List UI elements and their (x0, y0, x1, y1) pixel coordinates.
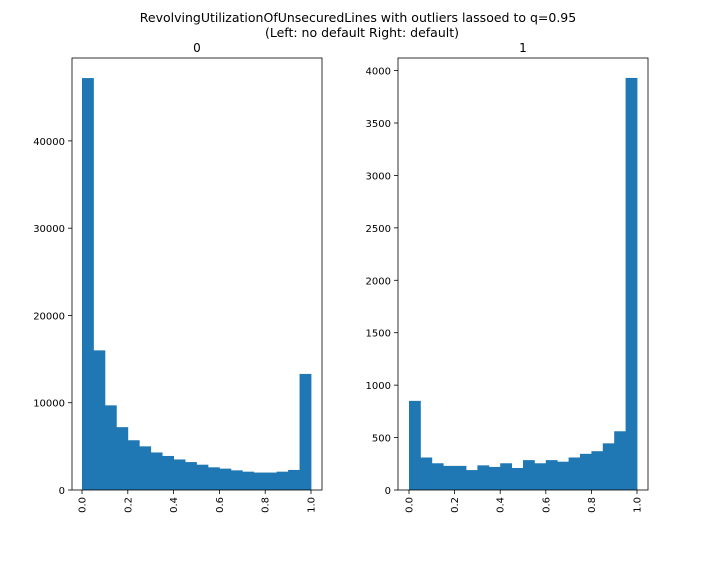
histogram-panel-no-default: 0 0 10000 20000 30000 40000 0.0 0.2 0.4 0.6 0.8 1… (33, 41, 323, 513)
x-tick-label: 0.4 (169, 497, 180, 513)
histogram-bar (602, 443, 615, 490)
bars-group (409, 77, 638, 491)
x-tick-label: 0.8 (587, 497, 598, 513)
y-tick-label: 0 (59, 486, 65, 497)
x-tick-label: 0.2 (450, 497, 461, 513)
histogram-bar (276, 471, 289, 490)
histogram-bar (534, 463, 547, 490)
histogram-bar (477, 465, 490, 490)
histogram-bar (196, 464, 209, 490)
histogram-bar (288, 469, 300, 490)
histogram-bar (173, 459, 186, 490)
x-tick-label: 1.0 (633, 497, 644, 513)
histogram-bar (545, 460, 558, 490)
x-tick-label: 0.6 (541, 497, 552, 513)
histogram-bar (265, 472, 278, 490)
histogram-bar (253, 472, 266, 490)
bars-group (82, 78, 312, 490)
y-tick-label: 1500 (366, 329, 391, 340)
histogram-bar (162, 455, 174, 490)
y-tick-label: 4000 (366, 67, 391, 78)
histogram-bar (580, 453, 592, 490)
histogram-bar (139, 446, 152, 490)
y-tick-label: 10000 (33, 399, 65, 410)
y-tick-label: 2500 (366, 224, 391, 235)
x-tick-label: 0.4 (496, 497, 507, 513)
histogram-bar (185, 462, 197, 490)
x-axis-ticks: 0.0 0.2 0.4 0.6 0.8 1.0 (78, 490, 318, 513)
histogram-bar (568, 457, 581, 490)
histogram-bar (150, 452, 163, 490)
histogram-bar (431, 463, 444, 490)
x-tick-label: 1.0 (307, 497, 318, 513)
y-tick-label: 40000 (33, 137, 65, 148)
histogram-bar (207, 467, 220, 490)
y-axis-ticks: 0 500 1000 1500 2000 2500 3000 3500 4000 (366, 67, 398, 497)
y-tick-label: 30000 (33, 224, 65, 235)
histogram-bar (500, 463, 512, 490)
histogram-bar (93, 350, 106, 490)
histogram-bar (82, 78, 94, 490)
figure-title-line2: (Left: no default Right: default) (265, 25, 459, 40)
histogram-bar (127, 440, 140, 490)
histogram-bar (466, 470, 478, 490)
histogram-bar (557, 461, 569, 490)
y-tick-label: 20000 (33, 311, 65, 322)
x-tick-label: 0.6 (215, 497, 226, 513)
x-tick-label: 0.0 (78, 497, 89, 513)
histogram-bar (420, 457, 433, 490)
histogram-bar (299, 373, 312, 490)
histogram-bar (116, 427, 129, 490)
histogram-bar (511, 467, 524, 490)
x-axis-ticks: 0.0 0.2 0.4 0.6 0.8 1.0 (405, 490, 644, 513)
axes-frame (71, 57, 323, 491)
panel-title: 0 (193, 41, 201, 55)
histogram-bar (614, 431, 626, 490)
y-axis-ticks: 0 10000 20000 30000 40000 (33, 137, 72, 497)
x-tick-label: 0.2 (123, 497, 134, 513)
histogram-bar (523, 460, 535, 490)
histogram-bar (454, 465, 467, 490)
axes-frame (397, 57, 649, 491)
y-tick-label: 500 (372, 434, 391, 445)
panel-title: 1 (519, 41, 527, 55)
histogram-bar (625, 77, 638, 491)
histogram-bar (409, 400, 421, 490)
histogram-bar (230, 470, 243, 490)
y-tick-label: 2000 (366, 276, 391, 287)
histogram-bar (104, 405, 117, 490)
histogram-bar (242, 471, 255, 490)
y-tick-label: 0 (385, 486, 391, 497)
figure-title-line1: RevolvingUtilizationOfUnsecuredLines wit… (140, 10, 576, 25)
y-tick-label: 1000 (366, 381, 391, 392)
x-tick-label: 0.8 (261, 497, 272, 513)
histogram-bar (443, 465, 455, 490)
y-tick-label: 3500 (366, 119, 391, 130)
y-tick-label: 3000 (366, 171, 391, 182)
x-tick-label: 0.0 (405, 497, 416, 513)
histogram-bar (591, 451, 604, 490)
histogram-bar (488, 466, 501, 490)
histogram-bar (219, 468, 232, 490)
